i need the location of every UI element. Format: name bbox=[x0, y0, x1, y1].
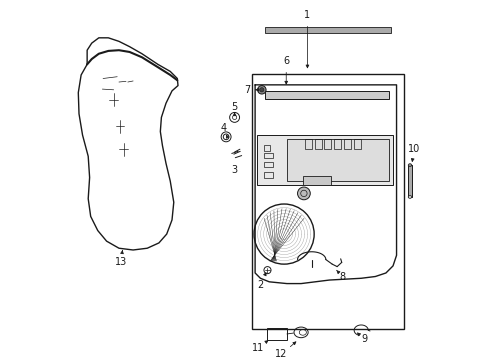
Bar bbox=[304, 139, 311, 149]
Text: 1: 1 bbox=[304, 10, 310, 20]
Text: 6: 6 bbox=[283, 56, 289, 66]
Text: 9: 9 bbox=[361, 334, 367, 345]
Text: 8: 8 bbox=[339, 271, 345, 282]
Text: 3: 3 bbox=[231, 166, 237, 175]
Ellipse shape bbox=[407, 195, 411, 198]
Bar bbox=[264, 145, 270, 151]
Circle shape bbox=[297, 187, 310, 200]
Bar bbox=[314, 139, 321, 149]
Bar bbox=[267, 328, 286, 340]
Text: 10: 10 bbox=[407, 144, 420, 154]
Bar bbox=[264, 153, 272, 158]
Text: 2: 2 bbox=[257, 280, 263, 290]
Ellipse shape bbox=[407, 164, 411, 167]
Bar bbox=[302, 176, 330, 185]
Bar bbox=[264, 91, 388, 99]
Bar bbox=[264, 162, 272, 167]
Bar bbox=[353, 139, 361, 149]
Bar bbox=[344, 139, 350, 149]
Bar bbox=[286, 139, 388, 181]
Text: 7: 7 bbox=[244, 85, 250, 95]
Bar bbox=[324, 139, 331, 149]
Text: 5: 5 bbox=[231, 102, 237, 112]
Text: 13: 13 bbox=[114, 257, 126, 267]
Bar bbox=[407, 165, 411, 197]
Text: 11: 11 bbox=[251, 343, 264, 353]
Bar bbox=[264, 172, 272, 177]
Circle shape bbox=[257, 86, 265, 94]
Bar bbox=[252, 74, 404, 329]
Circle shape bbox=[259, 88, 264, 92]
Text: 12: 12 bbox=[275, 349, 287, 359]
Text: 4: 4 bbox=[220, 123, 226, 133]
Bar bbox=[256, 135, 392, 185]
Bar bbox=[264, 27, 390, 32]
Bar bbox=[334, 139, 341, 149]
